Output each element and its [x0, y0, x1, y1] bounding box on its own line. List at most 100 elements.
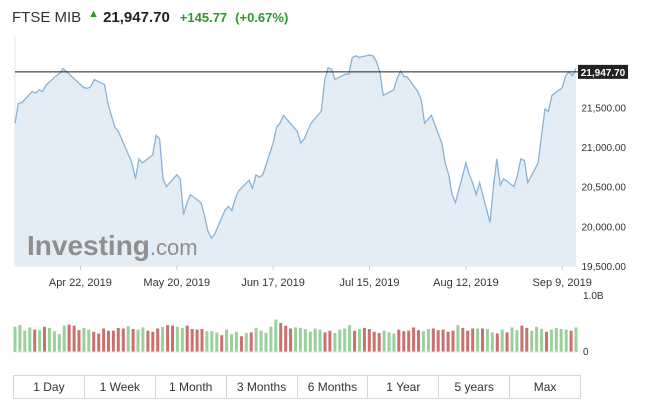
period-selector: 1 Day 1 Week 1 Month 3 Months 6 Months 1 Year…: [13, 375, 581, 399]
volume-bar: [549, 329, 553, 352]
volume-bar: [387, 332, 391, 352]
volume-bar: [77, 330, 81, 352]
volume-bar: [540, 329, 544, 352]
volume-bar: [244, 333, 248, 352]
volume-bar: [33, 329, 37, 352]
period-1-year-button[interactable]: 1 Year: [368, 376, 440, 398]
current-price-marker: 21,947.70: [15, 64, 628, 79]
volume-bar: [466, 330, 470, 352]
volume-bar: [121, 328, 125, 352]
volume-bar: [362, 327, 366, 352]
volume-bar: [72, 325, 76, 352]
volume-bar: [535, 326, 539, 352]
price-change-percent: (+0.67%): [235, 9, 289, 25]
up-arrow-icon: ▲: [88, 8, 100, 20]
volume-bar: [392, 333, 396, 352]
volume-bar: [456, 325, 460, 352]
volume-bar: [303, 329, 307, 352]
volume-bar: [525, 327, 529, 352]
volume-bar: [412, 327, 416, 352]
volume-bar: [358, 329, 361, 352]
volume-bar: [111, 330, 115, 352]
period-1-week-button[interactable]: 1 Week: [85, 376, 156, 398]
volume-bar: [57, 334, 61, 352]
volume-bar: [520, 325, 524, 352]
volume-bar: [348, 325, 352, 352]
volume-bar: [530, 330, 534, 352]
volume-bar: [333, 333, 337, 352]
volume-bar: [485, 329, 489, 352]
volume-bar: [377, 333, 381, 352]
volume-bar: [338, 329, 342, 352]
volume-bar: [313, 328, 317, 352]
volume-bar: [407, 330, 411, 352]
volume-bar: [328, 330, 332, 352]
volume-bar: [269, 326, 273, 352]
volume-bar: [175, 326, 179, 352]
volume-bar: [284, 325, 288, 352]
x-tick-label: Apr 22, 2019: [49, 277, 112, 289]
volume-zero-label: 0: [583, 347, 589, 358]
investing-logo: Investing.com: [27, 230, 198, 261]
volume-bar: [141, 327, 145, 352]
period-1-month-button[interactable]: 1 Month: [156, 376, 227, 398]
volume-bar: [564, 329, 568, 352]
volume-bar: [353, 330, 357, 352]
volume-bar: [13, 326, 17, 352]
volume-bar: [210, 331, 214, 352]
period-1-day-button[interactable]: 1 Day: [14, 376, 85, 398]
period-6-months-button[interactable]: 6 Months: [298, 376, 369, 398]
volume-bar: [200, 329, 204, 352]
volume-bar: [343, 328, 347, 352]
volume-bar: [254, 327, 258, 352]
price-area: [15, 55, 576, 266]
volume-bar: [67, 324, 71, 352]
volume-bar: [136, 329, 140, 352]
volume-bar: [372, 331, 376, 352]
volume-bar: [195, 329, 199, 352]
volume-bar: [451, 330, 455, 352]
ticker-name: FTSE MIB: [12, 8, 82, 26]
volume-bar: [156, 328, 160, 352]
period-5-years-button[interactable]: 5 years: [439, 376, 511, 398]
volume-bar: [446, 331, 450, 352]
period-max-button[interactable]: Max: [533, 380, 557, 394]
y-tick-label: 20,000.00: [582, 222, 627, 233]
volume-bar: [264, 333, 268, 352]
volume-bar: [220, 335, 224, 352]
volume-bar: [146, 330, 150, 352]
volume-bar: [249, 332, 253, 352]
volume-bar: [510, 327, 514, 352]
y-tick-label: 21,000.00: [582, 143, 627, 154]
volume-bar: [461, 327, 465, 352]
quote-header: FTSE MIB ▲ 21,947.70 +145.77 (+0.67%): [12, 6, 288, 28]
x-tick-label: May 20, 2019: [143, 277, 210, 289]
volume-bars: [13, 319, 578, 353]
volume-bar: [431, 328, 435, 352]
volume-bar: [294, 327, 297, 352]
volume-bar: [495, 333, 499, 352]
volume-bar: [426, 329, 430, 352]
volume-bar: [569, 330, 573, 352]
volume-bar: [545, 331, 548, 352]
price-change: +145.77: [179, 9, 228, 25]
volume-bar: [397, 329, 401, 352]
volume-bar: [171, 325, 174, 352]
volume-bar: [515, 330, 519, 352]
volume-bar: [38, 330, 42, 352]
volume-bar: [274, 319, 278, 352]
volume-bar: [161, 326, 165, 352]
y-tick-label: 19,500.00: [582, 262, 627, 273]
volume-bar: [476, 328, 480, 352]
volume-bar: [367, 329, 371, 352]
volume-bar: [318, 329, 322, 352]
volume-bar: [97, 333, 101, 352]
x-tick-label: Jun 17, 2019: [241, 277, 305, 289]
period-3-months-button[interactable]: 3 Months: [227, 376, 298, 398]
volume-bar: [47, 327, 51, 352]
volume-bar: [151, 331, 155, 352]
volume-bar: [505, 332, 509, 352]
x-tick-label: Jul 15, 2019: [340, 277, 400, 289]
volume-bar: [18, 325, 22, 352]
volume-bar: [52, 331, 56, 352]
